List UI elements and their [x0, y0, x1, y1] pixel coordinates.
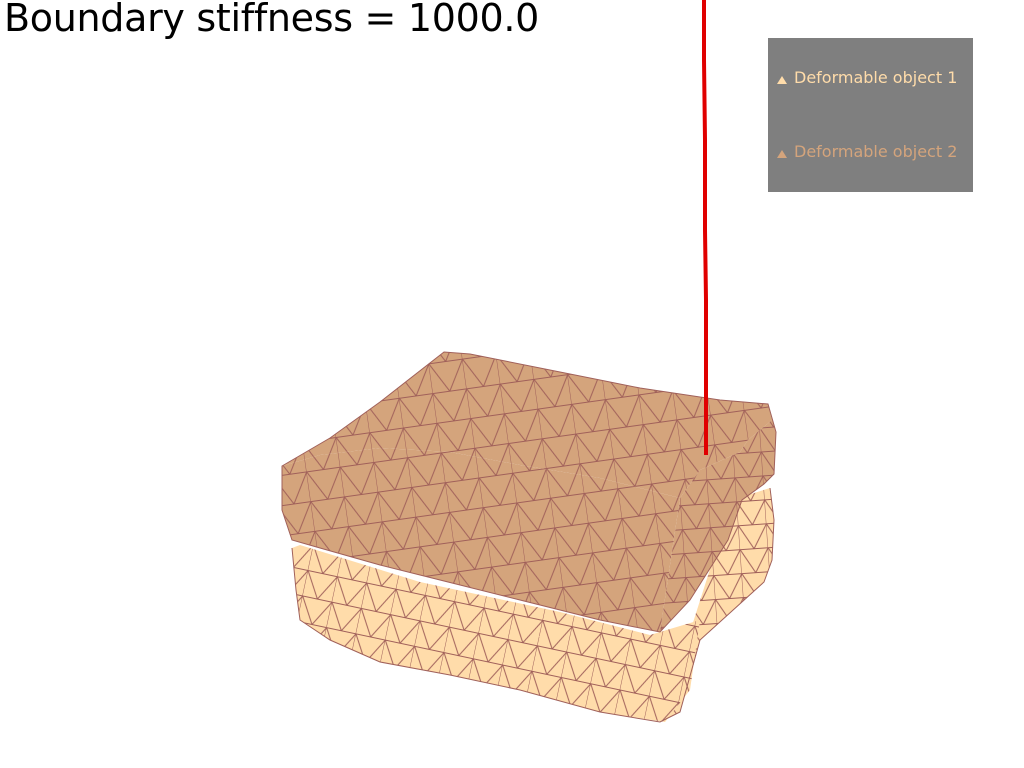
- triangle-marker-icon: [777, 150, 787, 158]
- legend-label-object-1: Deformable object 1: [794, 67, 958, 87]
- legend-entry-object-2[interactable]: Deformable object 2: [776, 139, 957, 163]
- page-title: Boundary stiffness = 1000.0: [4, 0, 540, 40]
- legend-entry-object-1[interactable]: Deformable object 1: [776, 65, 957, 89]
- force-line-arrow: [702, 0, 708, 455]
- legend-label-object-2: Deformable object 2: [794, 141, 958, 161]
- deformable-object-2-mesh[interactable]: [291, 487, 775, 723]
- triangle-marker-icon: [777, 76, 787, 84]
- legend-box[interactable]: Deformable object 1 Deformable object 2: [768, 38, 973, 192]
- deformable-object-1-mesh[interactable]: [281, 351, 777, 633]
